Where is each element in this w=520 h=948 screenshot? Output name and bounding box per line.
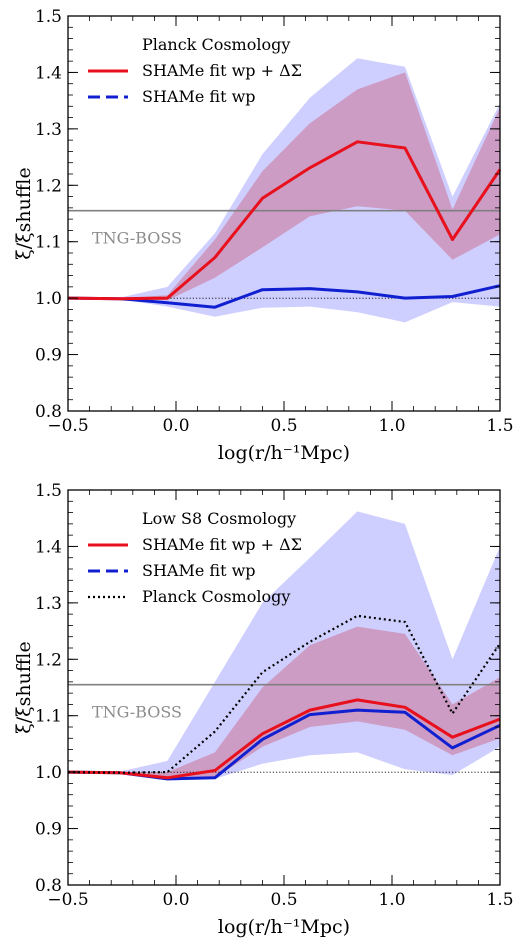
x-axis-label: log(r/h⁻¹Mpc) bbox=[218, 442, 350, 464]
x-tick-label: 1.0 bbox=[378, 416, 405, 436]
x-tick-label: −0.5 bbox=[47, 416, 88, 436]
x-tick-label: 1.5 bbox=[486, 890, 513, 910]
band-wp bbox=[68, 58, 500, 323]
x-axis-label: log(r/h⁻¹Mpc) bbox=[218, 916, 350, 938]
y-tick-label: 1.3 bbox=[35, 594, 62, 614]
y-tick-label: 0.9 bbox=[35, 346, 62, 366]
y-tick-label: 0.8 bbox=[35, 402, 62, 422]
legend-label-2: SHAMe fit wp bbox=[142, 561, 256, 580]
x-tick-label: 0.0 bbox=[162, 890, 189, 910]
y-axis-label: ξ/ξshuffle bbox=[13, 641, 35, 733]
y-tick-label: 1.3 bbox=[35, 120, 62, 140]
legend-title: Low S8 Cosmology bbox=[142, 509, 296, 528]
chart-panel-2: TNG-BOSS −0.5 0.0 0.5 1.0 1.5 0.8 0.9 1.0 1.1 1.2 1… bbox=[13, 481, 514, 938]
legend-title: Planck Cosmology bbox=[142, 35, 290, 54]
y-tick-label: 0.8 bbox=[35, 876, 62, 896]
legend-label-1: SHAMe fit wp + ΔΣ bbox=[142, 61, 302, 80]
legend-label-2: SHAMe fit wp bbox=[142, 87, 256, 106]
x-tick-label: 1.0 bbox=[378, 890, 405, 910]
y-tick-label: 1.2 bbox=[35, 650, 62, 670]
band-wp bbox=[68, 511, 500, 781]
y-tick-label: 1.1 bbox=[35, 233, 62, 253]
band-wp-deltasigma bbox=[68, 626, 500, 778]
x-tick-label: 0.5 bbox=[270, 890, 297, 910]
y-tick-label: 1.2 bbox=[35, 176, 62, 196]
tng-boss-label: TNG-BOSS bbox=[92, 703, 182, 722]
chart-panel-1: TNG-BOSS −0.5 0.0 0.5 1.0 1.5 0.8 0.9 1.0 1.1 1.2 1… bbox=[13, 7, 514, 464]
series-line-wp-deltasigma bbox=[67, 698, 501, 780]
x-tick-label: 1.5 bbox=[486, 416, 513, 436]
y-tick-label: 1.5 bbox=[35, 481, 62, 501]
y-axis-label: ξ/ξshuffle bbox=[13, 167, 35, 259]
series-line-wp bbox=[67, 284, 501, 309]
band-wp-deltasigma bbox=[68, 72, 500, 301]
legend-label-3: Planck Cosmology bbox=[142, 587, 290, 606]
series-line-wp-deltasigma bbox=[67, 140, 502, 301]
series-line-planck bbox=[67, 614, 501, 774]
tng-boss-label: TNG-BOSS bbox=[92, 229, 182, 248]
x-tick-label: 0.0 bbox=[162, 416, 189, 436]
y-tick-label: 1.4 bbox=[35, 537, 62, 557]
y-tick-label: 1.1 bbox=[35, 707, 62, 727]
y-tick-label: 1.5 bbox=[35, 7, 62, 27]
y-tick-label: 1.4 bbox=[35, 63, 62, 83]
y-tick-label: 1.0 bbox=[35, 763, 62, 783]
legend-label-1: SHAMe fit wp + ΔΣ bbox=[142, 535, 302, 554]
x-tick-label: −0.5 bbox=[47, 890, 88, 910]
y-tick-label: 0.9 bbox=[35, 820, 62, 840]
x-tick-label: 0.5 bbox=[270, 416, 297, 436]
y-tick-label: 1.0 bbox=[35, 289, 62, 309]
